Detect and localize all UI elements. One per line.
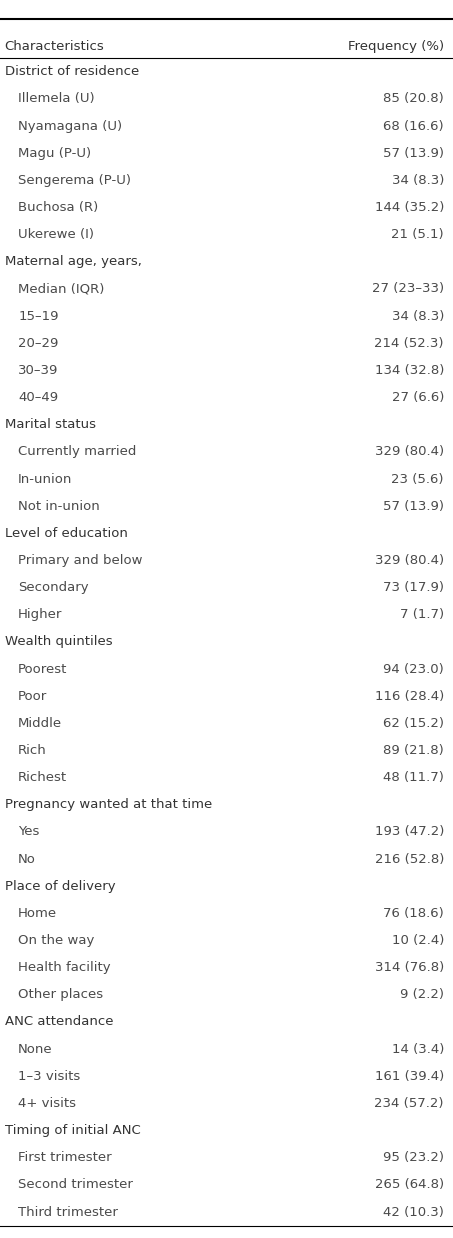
Text: 23 (5.6): 23 (5.6) — [391, 473, 444, 485]
Text: 314 (76.8): 314 (76.8) — [375, 961, 444, 974]
Text: Not in-union: Not in-union — [18, 500, 100, 513]
Text: Third trimester: Third trimester — [18, 1206, 118, 1218]
Text: No: No — [18, 853, 36, 865]
Text: 68 (16.6): 68 (16.6) — [383, 120, 444, 132]
Text: 265 (64.8): 265 (64.8) — [375, 1179, 444, 1191]
Text: Median (IQR): Median (IQR) — [18, 282, 105, 296]
Text: 42 (10.3): 42 (10.3) — [383, 1206, 444, 1218]
Text: Currently married: Currently married — [18, 446, 136, 458]
Text: Magu (P-U): Magu (P-U) — [18, 147, 91, 160]
Text: Level of education: Level of education — [5, 527, 127, 540]
Text: 9 (2.2): 9 (2.2) — [400, 988, 444, 1002]
Text: 234 (57.2): 234 (57.2) — [375, 1097, 444, 1110]
Text: Secondary: Secondary — [18, 581, 89, 594]
Text: Rich: Rich — [18, 744, 47, 756]
Text: Second trimester: Second trimester — [18, 1179, 133, 1191]
Text: Health facility: Health facility — [18, 961, 111, 974]
Text: Yes: Yes — [18, 826, 39, 838]
Text: 30–39: 30–39 — [18, 364, 58, 376]
Text: 4+ visits: 4+ visits — [18, 1097, 76, 1110]
Text: Higher: Higher — [18, 608, 63, 621]
Text: In-union: In-union — [18, 473, 72, 485]
Text: 21 (5.1): 21 (5.1) — [391, 228, 444, 241]
Text: Home: Home — [18, 907, 57, 920]
Text: 27 (6.6): 27 (6.6) — [391, 391, 444, 404]
Text: 57 (13.9): 57 (13.9) — [383, 500, 444, 513]
Text: 94 (23.0): 94 (23.0) — [383, 662, 444, 676]
Text: 95 (23.2): 95 (23.2) — [383, 1151, 444, 1164]
Text: On the way: On the way — [18, 933, 95, 947]
Text: ANC attendance: ANC attendance — [5, 1015, 113, 1029]
Text: Marital status: Marital status — [5, 418, 96, 431]
Text: 15–19: 15–19 — [18, 310, 58, 323]
Text: Maternal age, years,: Maternal age, years, — [5, 255, 141, 269]
Text: Primary and below: Primary and below — [18, 553, 143, 567]
Text: 48 (11.7): 48 (11.7) — [383, 771, 444, 784]
Text: 27 (23–33): 27 (23–33) — [372, 282, 444, 296]
Text: Poor: Poor — [18, 690, 48, 703]
Text: 134 (32.8): 134 (32.8) — [375, 364, 444, 376]
Text: 161 (39.4): 161 (39.4) — [375, 1070, 444, 1083]
Text: 329 (80.4): 329 (80.4) — [375, 446, 444, 458]
Text: 57 (13.9): 57 (13.9) — [383, 147, 444, 160]
Text: Place of delivery: Place of delivery — [5, 880, 115, 893]
Text: Illemela (U): Illemela (U) — [18, 93, 95, 105]
Text: 10 (2.4): 10 (2.4) — [391, 933, 444, 947]
Text: 34 (8.3): 34 (8.3) — [391, 173, 444, 187]
Text: 34 (8.3): 34 (8.3) — [391, 310, 444, 323]
Text: Timing of initial ANC: Timing of initial ANC — [5, 1124, 140, 1136]
Text: Ukerewe (I): Ukerewe (I) — [18, 228, 94, 241]
Text: 40–49: 40–49 — [18, 391, 58, 404]
Text: 62 (15.2): 62 (15.2) — [383, 717, 444, 730]
Text: Wealth quintiles: Wealth quintiles — [5, 635, 112, 649]
Text: 76 (18.6): 76 (18.6) — [383, 907, 444, 920]
Text: Frequency (%): Frequency (%) — [348, 41, 444, 53]
Text: 214 (52.3): 214 (52.3) — [375, 337, 444, 350]
Text: 73 (17.9): 73 (17.9) — [383, 581, 444, 594]
Text: Sengerema (P-U): Sengerema (P-U) — [18, 173, 131, 187]
Text: Richest: Richest — [18, 771, 67, 784]
Text: 20–29: 20–29 — [18, 337, 58, 350]
Text: 89 (21.8): 89 (21.8) — [383, 744, 444, 756]
Text: Pregnancy wanted at that time: Pregnancy wanted at that time — [5, 799, 212, 811]
Text: 216 (52.8): 216 (52.8) — [375, 853, 444, 865]
Text: 116 (28.4): 116 (28.4) — [375, 690, 444, 703]
Text: 144 (35.2): 144 (35.2) — [375, 201, 444, 214]
Text: 14 (3.4): 14 (3.4) — [391, 1042, 444, 1056]
Text: Buchosa (R): Buchosa (R) — [18, 201, 98, 214]
Text: Nyamagana (U): Nyamagana (U) — [18, 120, 122, 132]
Text: Other places: Other places — [18, 988, 103, 1002]
Text: Poorest: Poorest — [18, 662, 67, 676]
Text: Middle: Middle — [18, 717, 62, 730]
Text: District of residence: District of residence — [5, 66, 139, 78]
Text: 1–3 visits: 1–3 visits — [18, 1070, 80, 1083]
Text: 329 (80.4): 329 (80.4) — [375, 553, 444, 567]
Text: 85 (20.8): 85 (20.8) — [383, 93, 444, 105]
Text: First trimester: First trimester — [18, 1151, 112, 1164]
Text: Characteristics: Characteristics — [5, 41, 104, 53]
Text: None: None — [18, 1042, 53, 1056]
Text: 193 (47.2): 193 (47.2) — [375, 826, 444, 838]
Text: 7 (1.7): 7 (1.7) — [400, 608, 444, 621]
